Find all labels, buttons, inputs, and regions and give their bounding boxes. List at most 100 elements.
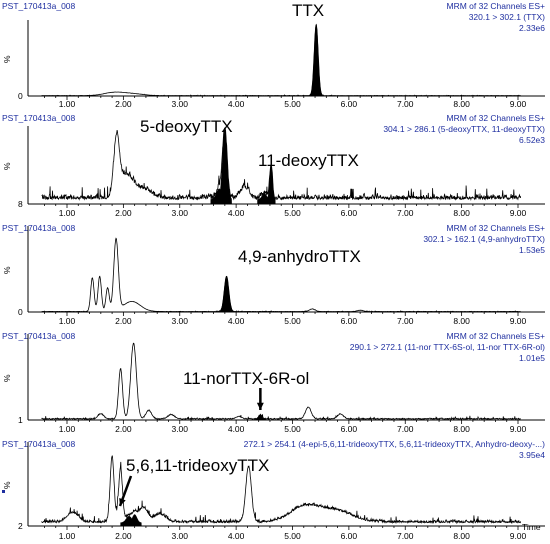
- trace-line: [41, 455, 521, 525]
- header-line-3: 2.33e6: [519, 23, 545, 33]
- y-min-label: 0: [18, 307, 23, 317]
- peak-annotation: 5-deoxyTTX: [140, 117, 233, 136]
- panel-4: PST_170413a_008 MRM of 32 Channels ES+290…: [2, 331, 545, 434]
- integrated-peak: [127, 514, 142, 527]
- header-line-1: 272.1 > 254.1 (4-epi-5,6,11-trideoxyTTX,…: [244, 439, 546, 449]
- annotation-arrows: [118, 388, 264, 507]
- x-tick-label: 3.00: [171, 208, 188, 218]
- x-tick-label: 8.00: [453, 208, 470, 218]
- x-tick-label: 3.00: [171, 531, 188, 541]
- x-tick-label: 8.00: [453, 99, 470, 109]
- header-line-1: MRM of 32 Channels ES+: [446, 113, 545, 123]
- trace-line: [41, 342, 521, 421]
- x-tick-label: 7.00: [397, 424, 414, 434]
- x-tick-label: 7.00: [397, 316, 414, 326]
- x-tick-label: 6.00: [341, 99, 358, 109]
- header-line-2: 290.1 > 272.1 (11-nor TTX-6S-ol, 11-nor …: [350, 342, 545, 352]
- x-tick-label: 2.00: [115, 424, 132, 434]
- x-tick-label: 1.00: [59, 316, 76, 326]
- arrow-trideoxyTTX-head: [119, 498, 126, 506]
- integrated-peak: [255, 414, 266, 421]
- panel-3: PST_170413a_008 MRM of 32 Channels ES+302…: [2, 223, 545, 326]
- trace-line: [41, 23, 521, 97]
- sample-name: PST_170413a_008: [2, 113, 76, 123]
- trace-line: [41, 127, 521, 201]
- sample-name: PST_170413a_008: [2, 223, 76, 233]
- integrated-peak: [257, 193, 272, 205]
- x-tick-label: 9.00: [510, 531, 527, 541]
- y-min-label: 0: [18, 91, 23, 101]
- x-tick-label: 4.00: [228, 531, 245, 541]
- panel-2: PST_170413a_008 MRM of 32 Channels ES+304…: [2, 113, 545, 218]
- integrated-peak: [266, 165, 276, 205]
- x-tick-label: 9.00: [510, 424, 527, 434]
- x-tick-label: 5.00: [284, 424, 301, 434]
- x-tick-label: 4.00: [228, 316, 245, 326]
- x-tick-label: 6.00: [341, 208, 358, 218]
- x-tick-label: 2.00: [115, 531, 132, 541]
- header-line-1: MRM of 32 Channels ES+: [446, 331, 545, 341]
- panel-5: PST_170413a_008 272.1 > 254.1 (4-epi-5,6,…: [2, 439, 545, 541]
- peak-annotation: TTX: [292, 1, 324, 20]
- integrated-peak: [210, 188, 228, 205]
- peak-annotation: 4,9-anhydroTTX: [238, 247, 361, 266]
- x-tick-label: 5.00: [284, 208, 301, 218]
- peak-annotation: 5,6,11-trideoxyTTX: [126, 456, 269, 475]
- peak-annotation-2: 11-deoxyTTX: [258, 151, 359, 170]
- y-axis-label: %: [2, 55, 12, 63]
- x-tick-label: 3.00: [171, 99, 188, 109]
- sample-name: PST_170413a_008: [2, 439, 76, 449]
- x-tick-label: 1.00: [59, 208, 76, 218]
- x-tick-label: 7.00: [397, 99, 414, 109]
- header-line-3: 1.53e5: [519, 245, 545, 255]
- header-line-1: MRM of 32 Channels ES+: [446, 1, 545, 11]
- x-tick-label: 5.00: [284, 531, 301, 541]
- trace-line: [41, 237, 521, 313]
- header-line-2: 304.1 > 286.1 (5-deoxyTTX, 11-deoxyTTX): [383, 124, 545, 134]
- header-line-2: 3.95e4: [519, 450, 545, 460]
- x-tick-label: 5.00: [284, 99, 301, 109]
- x-tick-label: 9.00: [510, 316, 527, 326]
- x-tick-label: 4.00: [228, 208, 245, 218]
- x-tick-label: 1.00: [59, 531, 76, 541]
- x-tick-label: 9.00: [510, 208, 527, 218]
- y-axis-label: %: [2, 266, 12, 274]
- panel-1: PST_170413a_008 MRM of 32 Channels ES+320…: [2, 1, 545, 109]
- y-axis-label: %: [2, 481, 12, 489]
- y-min-label: 1: [18, 415, 23, 425]
- x-tick-label: 2.00: [115, 208, 132, 218]
- header-line-3: 6.52e3: [519, 135, 545, 145]
- x-axis-title: Time: [522, 522, 541, 532]
- peak-annotation: 11-norTTX-6R-ol: [183, 369, 309, 388]
- y-axis-label: %: [2, 374, 12, 382]
- side-marker: [2, 490, 5, 493]
- arrow-11-nortTTX-head: [256, 402, 264, 410]
- sample-name: PST_170413a_008: [2, 331, 76, 341]
- x-tick-label: 8.00: [453, 531, 470, 541]
- x-tick-label: 2.00: [115, 99, 132, 109]
- x-tick-label: 3.00: [171, 316, 188, 326]
- integrated-peak: [219, 275, 234, 313]
- x-tick-label: 6.00: [341, 316, 358, 326]
- x-tick-label: 1.00: [59, 424, 76, 434]
- x-tick-label: 4.00: [228, 424, 245, 434]
- x-tick-label: 8.00: [453, 316, 470, 326]
- x-tick-label: 7.00: [397, 208, 414, 218]
- header-line-1: MRM of 32 Channels ES+: [446, 223, 545, 233]
- x-tick-label: 3.00: [171, 424, 188, 434]
- x-tick-label: 7.00: [397, 531, 414, 541]
- y-axis-label: %: [2, 162, 12, 170]
- sample-name: PST_170413a_008: [2, 1, 76, 11]
- integrated-peak: [310, 24, 323, 97]
- x-tick-label: 4.00: [228, 99, 245, 109]
- header-line-2: 302.1 > 162.1 (4,9-anhydroTTX): [423, 234, 545, 244]
- y-min-label: 2: [18, 521, 23, 531]
- x-tick-label: 6.00: [341, 531, 358, 541]
- y-min-label: 8: [18, 199, 23, 209]
- header-line-3: 1.01e5: [519, 353, 545, 363]
- x-tick-label: 2.00: [115, 316, 132, 326]
- x-tick-label: 1.00: [59, 99, 76, 109]
